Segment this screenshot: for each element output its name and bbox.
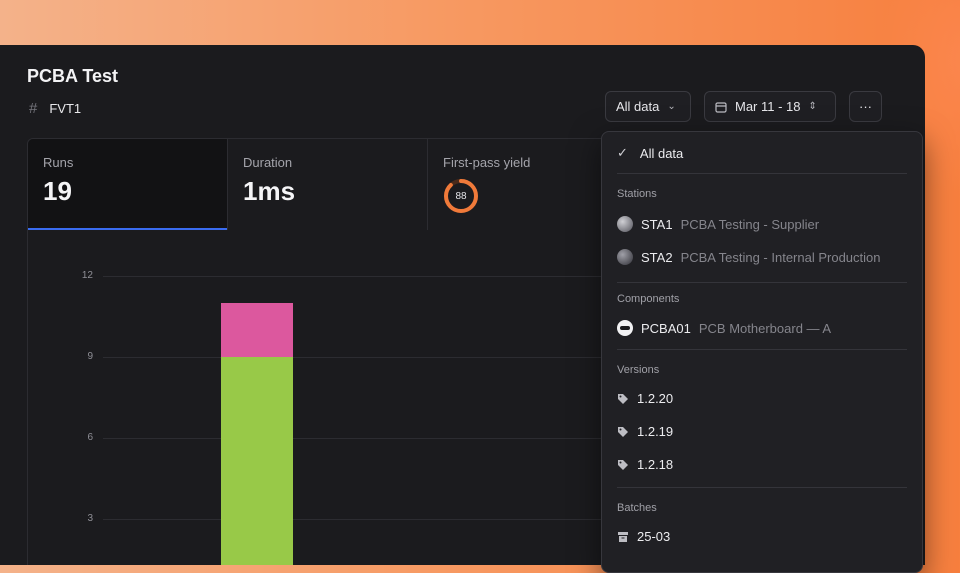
station-avatar-icon [617,249,633,265]
bar-segment[interactable] [221,303,293,357]
gridline [103,438,628,439]
station-avatar-icon [617,216,633,232]
section-header-batches: Batches [617,502,657,514]
gridline [103,276,628,277]
bar-segment[interactable] [221,357,293,565]
data-filter-select[interactable]: All data ⌄ [605,91,691,122]
component-icon [617,320,633,336]
gridline [103,357,628,358]
tag-icon [618,459,628,470]
y-tick-label: 3 [87,513,93,524]
divider [617,349,907,350]
menu-item-component[interactable]: PCBA01 PCB Motherboard — A [617,320,831,336]
check-icon: ✓ [617,145,628,160]
menu-item-station[interactable]: STA2 PCBA Testing - Internal Production [617,249,881,265]
section-header-components: Components [617,293,680,305]
more-options-button[interactable]: ··· [849,91,882,122]
station-row: # FVT1 [29,100,81,117]
menu-item-version[interactable]: 1.2.19 [617,424,673,439]
filter-dropdown-menu: ✓ All data Stations STA1 PCBA Testing - … [601,131,923,573]
section-header-versions: Versions [617,364,660,376]
menu-item-all-data[interactable]: ✓ All data [617,145,684,161]
divider [617,282,907,283]
divider [617,487,907,488]
yield-value: 88 [455,190,467,202]
divider [617,173,907,174]
page-title: PCBA Test [27,66,119,86]
kpi-duration[interactable]: Duration 1ms [228,139,428,230]
station-name: FVT1 [49,101,82,116]
calendar-icon [715,101,727,113]
gridline [103,519,628,520]
menu-item-station[interactable]: STA1 PCBA Testing - Supplier [617,216,819,232]
y-tick-label: 9 [87,351,93,362]
kpi-first-pass-yield[interactable]: First-pass yield 88 [428,139,628,230]
kpi-strip: Runs 19 Duration 1ms First-pass yield 88 [27,138,629,230]
section-header-stations: Stations [617,188,657,200]
tag-icon [618,426,628,437]
date-range-picker[interactable]: Mar 11 - 18 ⇕ [704,91,836,122]
y-tick-label: 12 [81,270,93,281]
yield-ring: 88 [443,178,479,214]
ellipsis-icon: ··· [859,99,872,114]
tag-icon [618,393,628,404]
runs-chart: 12 9 6 3 [27,229,628,565]
chevron-updown-icon: ⇕ [808,101,817,112]
menu-item-version[interactable]: 1.2.18 [617,457,673,472]
kpi-runs[interactable]: Runs 19 [28,139,228,230]
archive-box-icon [618,531,628,542]
menu-item-version[interactable]: 1.2.20 [617,391,673,406]
chevron-down-icon: ⌄ [667,101,676,112]
menu-item-batch[interactable]: 25-03 [617,529,670,544]
toolbar: All data ⌄ Mar 11 - 18 ⇕ ··· [605,91,882,122]
hash-icon: # [29,100,38,117]
y-tick-label: 6 [87,432,93,443]
